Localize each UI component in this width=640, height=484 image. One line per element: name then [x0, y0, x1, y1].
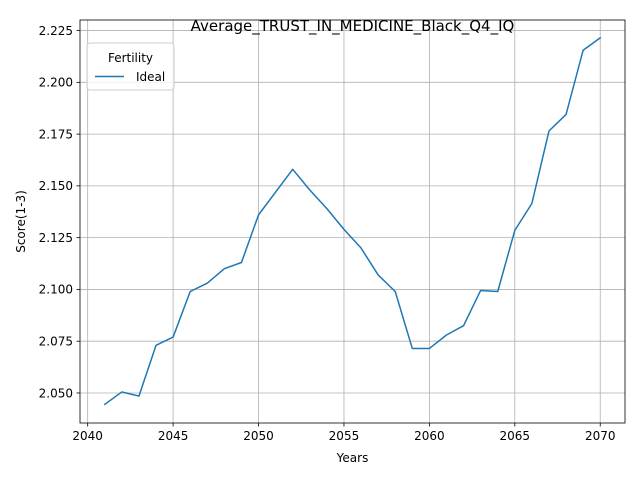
- series-line-ideal: [103, 36, 602, 406]
- legend: Fertility Ideal: [86, 42, 175, 91]
- x-tick-label: 2055: [329, 429, 360, 443]
- y-tick-label: 2.200: [39, 76, 73, 90]
- y-axis-label: Score(1-3): [14, 190, 28, 253]
- x-tick-label: 2065: [500, 429, 531, 443]
- y-tick-label: 2.100: [39, 283, 73, 297]
- x-tick-label: 2070: [585, 429, 616, 443]
- x-tick-label: 2045: [158, 429, 189, 443]
- x-tick-label: 2040: [72, 429, 103, 443]
- x-tick-label: 2050: [243, 429, 274, 443]
- legend-title: Fertility: [108, 51, 153, 65]
- x-axis-label: Years: [336, 451, 369, 465]
- chart-title: Average_TRUST_IN_MEDICINE_Black_Q4_IQ: [191, 17, 515, 36]
- x-tick-label: 2060: [414, 429, 445, 443]
- axes: 2040 2045 2050 2055 2060 2065 2070 2.050 2.075 2.…: [39, 24, 616, 443]
- series-layer: [103, 36, 602, 406]
- y-tick-label: 2.150: [39, 179, 73, 193]
- legend-box: [86, 42, 175, 91]
- y-tick-label: 2.050: [39, 386, 73, 400]
- y-tick-label: 2.075: [39, 334, 73, 348]
- y-tick-label: 2.225: [39, 24, 73, 38]
- plot-frame: [79, 19, 626, 424]
- y-tick-label: 2.125: [39, 231, 73, 245]
- legend-label-ideal: Ideal: [136, 70, 165, 84]
- y-tick-label: 2.175: [39, 127, 73, 141]
